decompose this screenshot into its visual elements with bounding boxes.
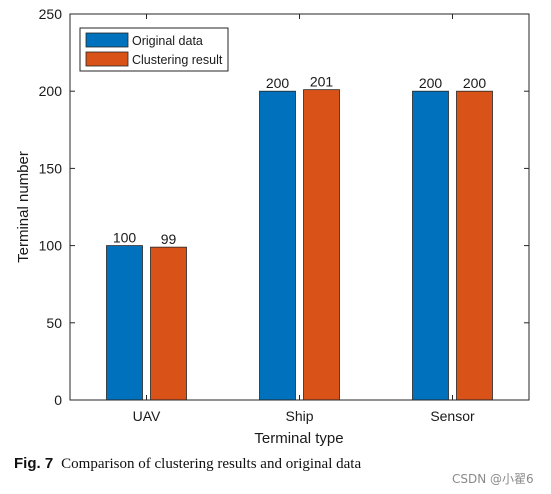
- data-label-uav-clustering-result: 99: [161, 231, 177, 247]
- bar-sensor-original-data: [412, 90, 449, 401]
- watermark: CSDN @小翟6: [452, 472, 534, 486]
- legend-swatch-clustering-result: [85, 51, 129, 67]
- y-tick-label: 0: [54, 392, 62, 408]
- x-axis-label: Terminal type: [254, 430, 343, 447]
- figure-caption-label: Fig. 7: [14, 455, 54, 472]
- y-tick-label: 250: [39, 6, 63, 22]
- x-axis-ticks: UAV Ship Sensor: [133, 14, 475, 424]
- axes-box: [69, 13, 530, 401]
- x-tick-label-uav: UAV: [133, 408, 161, 424]
- y-tick-label: 150: [39, 160, 63, 176]
- bars-group: [106, 89, 493, 401]
- y-axis-label: Terminal number: [15, 151, 32, 263]
- y-tick-label: 100: [39, 238, 63, 254]
- data-labels-group: 100 99 200 201 200 200: [113, 74, 487, 247]
- bar-ship-clustering-result: [303, 89, 340, 401]
- legend-label-clustering-result: Clustering result: [132, 53, 223, 67]
- x-tick-label-sensor: Sensor: [430, 408, 475, 424]
- legend-swatch-original-data: [85, 32, 129, 48]
- bar-uav-clustering-result: [150, 246, 187, 401]
- y-tick-label: 200: [39, 83, 63, 99]
- y-tick-label: 50: [46, 315, 62, 331]
- data-label-sensor-clustering-result: 200: [463, 75, 487, 91]
- bar-ship-original-data: [259, 90, 296, 401]
- legend-label-original-data: Original data: [132, 34, 203, 48]
- plot-area: [70, 14, 529, 400]
- legend: Original data Clustering result: [79, 27, 229, 72]
- bar-chart: 100 99 200 201 200 200 0 50 100 150 200 250 UAV Shi…: [15, 6, 530, 447]
- data-label-ship-clustering-result: 201: [310, 74, 334, 90]
- data-label-sensor-original-data: 200: [419, 75, 443, 91]
- bar-sensor-clustering-result: [456, 90, 493, 401]
- y-axis-ticks: 0 50 100 150 200 250: [39, 6, 529, 408]
- data-label-ship-original-data: 200: [266, 75, 290, 91]
- x-tick-label-ship: Ship: [285, 408, 313, 424]
- bar-uav-original-data: [106, 245, 143, 401]
- data-label-uav-original-data: 100: [113, 230, 137, 246]
- figure-caption: Fig. 7 Comparison of clustering results a…: [14, 455, 361, 473]
- figure-caption-text: Comparison of clustering results and ori…: [61, 456, 362, 472]
